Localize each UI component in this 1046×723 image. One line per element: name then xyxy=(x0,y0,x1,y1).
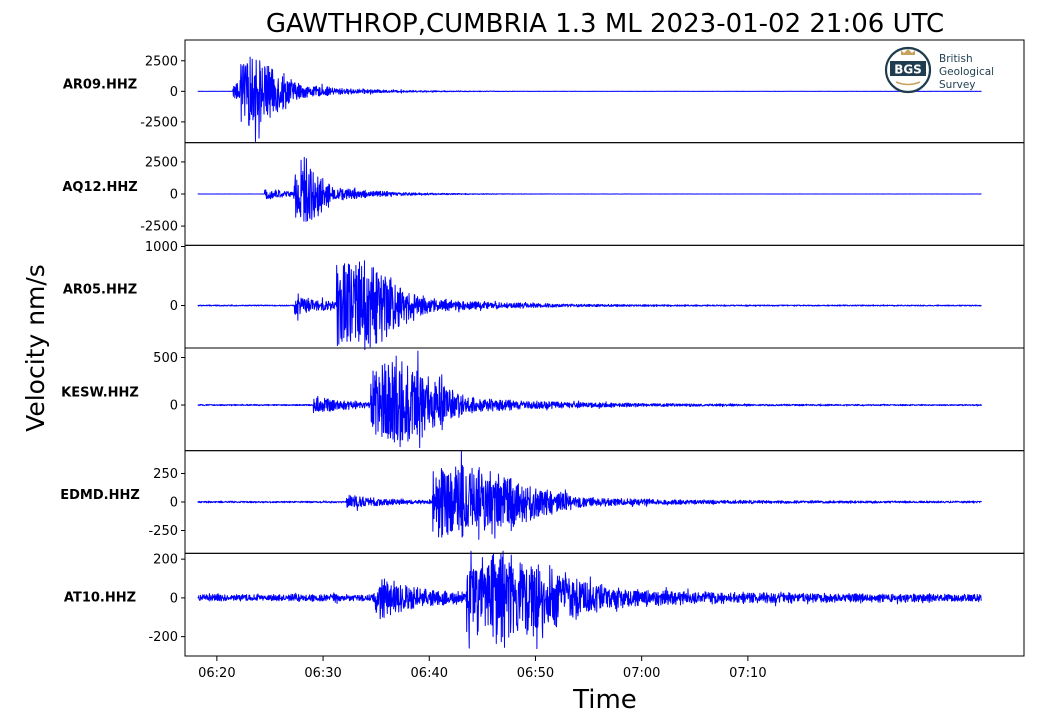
bgs-logo-lettering: BGS xyxy=(894,63,922,77)
waveform-trace xyxy=(197,260,982,351)
y-tick-label: -250 xyxy=(148,524,178,539)
panel-at10-hhz: 200 0 -200 AT10.HHZ xyxy=(64,550,1025,657)
station-label: AT10.HHZ xyxy=(64,591,136,606)
waveform-trace xyxy=(197,550,982,650)
x-axis-label: Time xyxy=(572,685,637,715)
y-tick-label: 0 xyxy=(170,188,178,203)
x-tick-label: 06:30 xyxy=(304,666,341,681)
bgs-logo: BGS British Geological Survey xyxy=(884,46,994,94)
station-label: AR05.HHZ xyxy=(63,283,137,298)
y-tick-label: 0 xyxy=(170,399,178,414)
y-tick-label: 200 xyxy=(153,553,178,568)
logo-line-3: Survey xyxy=(939,79,976,91)
logo-line-2: Geological xyxy=(939,66,994,78)
y-tick-label: 1000 xyxy=(145,240,178,255)
y-tick-label: 500 xyxy=(153,351,178,366)
y-tick-label: 0 xyxy=(170,85,178,100)
y-tick-label: 0 xyxy=(170,591,178,606)
x-tick-label: 06:20 xyxy=(198,666,235,681)
x-tick-label: 07:00 xyxy=(623,666,660,681)
waveform-trace xyxy=(197,56,982,142)
waveform-trace xyxy=(197,350,982,449)
y-tick-label: 2500 xyxy=(145,155,178,170)
waveform-trace xyxy=(197,450,982,540)
panel-edmd-hhz: 250 0 -250 EDMD.HHZ xyxy=(60,450,1025,554)
y-tick-label: 0 xyxy=(170,496,178,511)
y-tick-label: 2500 xyxy=(145,54,178,69)
panel-kesw-hhz: 500 0 KESW.HHZ xyxy=(61,347,1025,452)
panel-frame xyxy=(184,552,1025,657)
x-axis: 06:20 06:30 06:40 06:50 07:00 07:10 xyxy=(198,656,767,681)
station-label: EDMD.HHZ xyxy=(60,488,140,503)
chart-title: GAWTHROP,CUMBRIA 1.3 ML 2023-01-02 21:06… xyxy=(266,9,944,39)
y-tick-label: -2500 xyxy=(140,115,178,130)
y-axis-label: Velocity nm/s xyxy=(21,264,50,432)
x-tick-label: 07:10 xyxy=(729,666,766,681)
x-tick-label: 06:40 xyxy=(411,666,448,681)
y-tick-label: -2500 xyxy=(140,220,178,235)
panel-ar09-hhz: 2500 0 -2500 AR09.HHZ xyxy=(63,39,1025,144)
station-label: AQ12.HHZ xyxy=(62,180,137,195)
y-tick-label: 0 xyxy=(170,299,178,314)
panel-ar05-hhz: 1000 0 AR05.HHZ xyxy=(63,240,1025,351)
waveform-trace xyxy=(197,156,982,222)
y-tick-label: -200 xyxy=(148,630,178,645)
panel-aq12-hhz: 2500 0 -2500 AQ12.HHZ xyxy=(62,142,1025,246)
station-label: KESW.HHZ xyxy=(61,385,139,400)
logo-line-1: British xyxy=(939,53,973,65)
station-label: AR09.HHZ xyxy=(63,77,137,92)
x-tick-label: 06:50 xyxy=(517,666,554,681)
y-tick-label: 250 xyxy=(153,467,178,482)
panels: 25000-2500AR09.HHZ25000-2500AQ12.HHZ1000… xyxy=(60,39,1025,657)
panel-frame xyxy=(184,347,1025,452)
panel-frame xyxy=(184,244,1025,349)
